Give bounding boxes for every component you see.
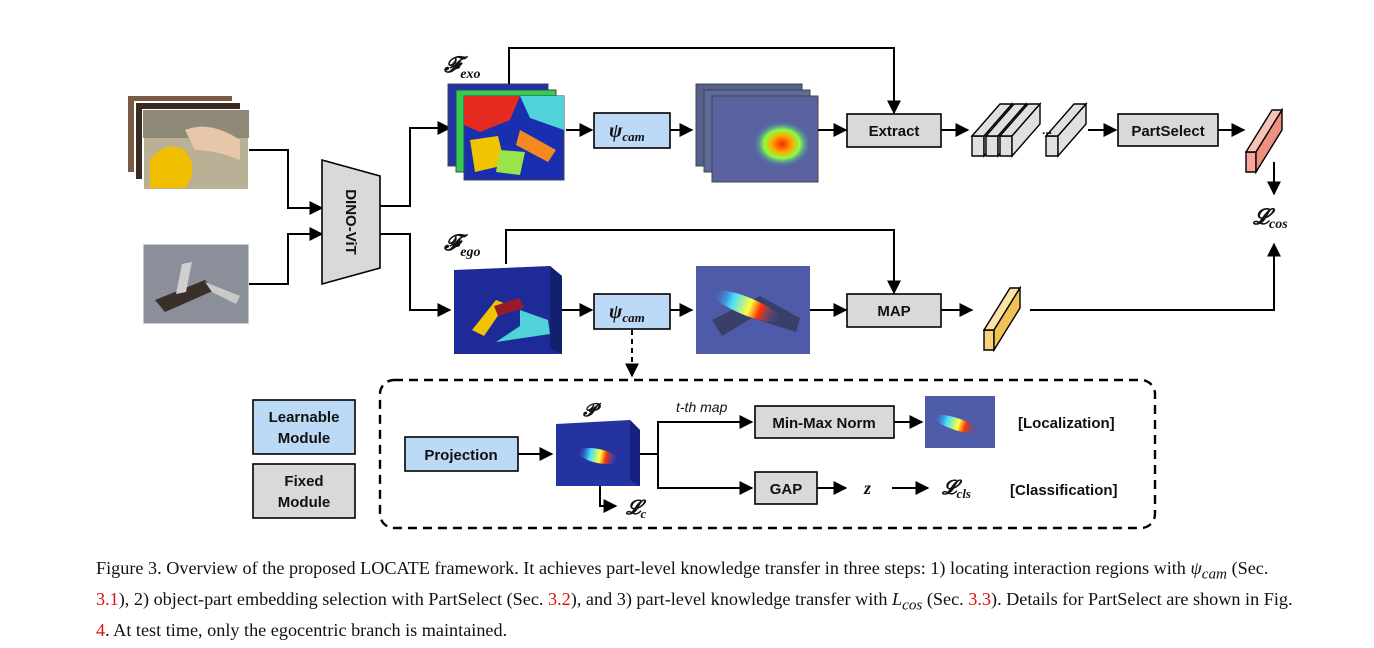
dino-label: DINO-ViT: [342, 189, 359, 255]
projection-module: Projection: [404, 436, 519, 472]
token-ellipsis: ...: [1042, 123, 1052, 137]
f-ego-label: 𝓕ego: [443, 230, 480, 260]
exo-part-tokens: [970, 102, 1088, 158]
minmax-norm-module: Min-Max Norm: [754, 405, 895, 439]
svg-text:MAP: MAP: [877, 303, 910, 320]
svg-text:Min-Max Norm: Min-Max Norm: [772, 415, 875, 432]
ref-sec-3-1[interactable]: 3.1: [96, 589, 119, 610]
localization-label: [Localization]: [1018, 415, 1115, 432]
l-cos-label: 𝓛cos: [1252, 204, 1288, 232]
ego-input-image: [142, 243, 250, 325]
legend-fixed: Fixed Module: [252, 463, 356, 519]
svg-text:Fixed: Fixed: [284, 473, 323, 490]
svg-text:ψcam: ψcam: [609, 120, 645, 144]
classification-label: [Classification]: [1010, 482, 1118, 499]
figure-caption: Figure 3. Overview of the proposed LOCAT…: [96, 558, 1293, 641]
ref-sec-3-2[interactable]: 3.2: [548, 589, 571, 610]
ref-fig-4[interactable]: 4: [96, 620, 106, 641]
ref-sec-3-3[interactable]: 3.3: [968, 589, 992, 610]
f-exo-label: 𝓕exo: [443, 52, 480, 82]
psi-cam-bottom: ψcam: [593, 293, 671, 330]
exo-feature-maps: [447, 83, 565, 181]
svg-text:Module: Module: [278, 430, 331, 447]
svg-text:Module: Module: [278, 494, 331, 511]
tth-map-label: t-th map: [676, 399, 728, 415]
exo-cam-heatmaps: [695, 83, 819, 183]
z-label: z: [863, 478, 871, 498]
exo-selected-token: [1244, 107, 1284, 175]
ego-feature-map: [454, 266, 562, 354]
dino-vit-encoder: DINO-ViT: [321, 158, 381, 286]
p-label: 𝓟: [583, 400, 602, 420]
svg-text:GAP: GAP: [770, 481, 803, 498]
svg-text:ψcam: ψcam: [609, 301, 645, 325]
psi-cam-top: ψcam: [593, 112, 671, 149]
ego-embedding-token: [982, 285, 1022, 353]
localization-map: [925, 396, 995, 448]
legend-learnable: Learnable Module: [252, 399, 356, 455]
projected-maps-p: [556, 420, 640, 486]
psi-cam-detail-box: [378, 378, 1157, 530]
ego-cam-heatmap: [696, 266, 810, 354]
gap-module: GAP: [754, 471, 818, 505]
svg-text:Extract: Extract: [869, 123, 920, 140]
map-module: MAP: [846, 293, 942, 328]
svg-text:PartSelect: PartSelect: [1131, 123, 1204, 140]
extract-module: Extract: [846, 113, 942, 148]
l-c-label: 𝓛c: [625, 497, 647, 521]
l-cls-label: 𝓛cls: [941, 477, 971, 501]
svg-text:Projection: Projection: [424, 447, 497, 464]
partselect-module: PartSelect: [1117, 113, 1219, 147]
svg-text:Learnable: Learnable: [269, 409, 340, 426]
exo-input-images: [126, 94, 250, 191]
